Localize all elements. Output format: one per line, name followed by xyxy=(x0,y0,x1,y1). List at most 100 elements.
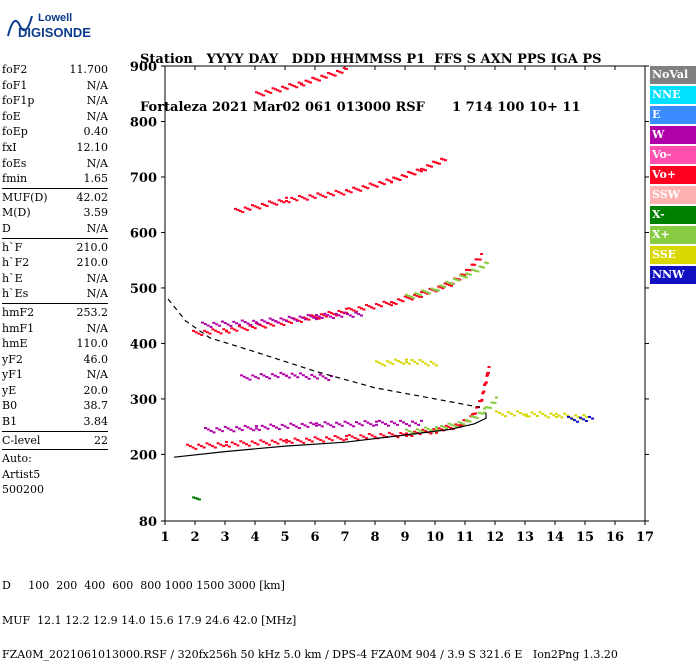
data-mark xyxy=(287,201,291,204)
data-mark xyxy=(576,416,580,419)
data-mark xyxy=(198,498,201,501)
autoscaling-code: 500200 xyxy=(2,483,44,497)
data-mark xyxy=(429,432,433,435)
data-mark xyxy=(321,194,325,197)
data-mark xyxy=(436,162,439,165)
x-tick-label: 9 xyxy=(400,530,409,545)
data-mark xyxy=(333,74,337,77)
data-mark xyxy=(348,314,352,317)
param-label: hmF2 xyxy=(2,305,35,319)
data-mark xyxy=(365,304,368,307)
data-mark xyxy=(363,420,367,423)
data-mark xyxy=(285,441,288,444)
data-mark xyxy=(541,412,545,415)
data-mark xyxy=(390,420,393,423)
data-mark xyxy=(390,304,393,307)
data-mark xyxy=(287,315,291,318)
data-mark xyxy=(194,497,197,500)
data-mark xyxy=(191,446,195,449)
data-mark xyxy=(390,181,393,184)
data-mark xyxy=(582,418,585,421)
param-label: hmE xyxy=(2,337,28,351)
x-tick-label: 2 xyxy=(190,530,199,545)
data-mark xyxy=(461,273,465,276)
data-mark xyxy=(428,287,432,290)
data-mark xyxy=(535,415,539,418)
data-mark xyxy=(218,428,222,431)
data-mark xyxy=(342,439,346,442)
data-mark xyxy=(255,322,258,325)
param-value: 12.10 xyxy=(76,140,109,154)
param-row: hmE 110.0 xyxy=(2,336,108,352)
data-mark xyxy=(295,425,298,428)
data-mark xyxy=(227,331,231,334)
digisonde-logo: Lowell DIGISONDE xyxy=(6,8,91,42)
param-label: foF1p xyxy=(2,94,35,108)
data-mark xyxy=(225,330,228,333)
data-mark xyxy=(466,273,470,276)
x-tick-label: 4 xyxy=(250,530,259,545)
data-mark xyxy=(201,321,204,324)
data-mark xyxy=(279,371,283,374)
data-mark xyxy=(293,318,297,321)
data-mark xyxy=(322,314,326,317)
data-mark xyxy=(440,425,443,428)
data-mark xyxy=(501,413,504,416)
data-mark xyxy=(460,422,463,425)
data-mark xyxy=(236,444,240,447)
data-mark xyxy=(498,411,501,414)
density-profile-dashed xyxy=(167,298,481,408)
data-mark xyxy=(335,421,338,424)
data-mark xyxy=(227,445,231,448)
data-mark xyxy=(226,323,230,326)
data-mark xyxy=(461,275,464,278)
data-mark xyxy=(329,424,333,427)
data-mark xyxy=(232,320,236,323)
data-mark xyxy=(373,184,377,187)
data-mark xyxy=(449,282,452,285)
data-mark xyxy=(220,320,224,323)
param-value: N/A xyxy=(86,78,108,92)
data-mark xyxy=(229,428,233,431)
data-mark xyxy=(428,164,431,167)
data-mark xyxy=(333,434,337,437)
data-mark xyxy=(444,159,447,162)
data-mark xyxy=(235,329,239,332)
data-mark xyxy=(331,194,335,197)
data-mark xyxy=(215,323,219,326)
data-mark xyxy=(350,435,354,438)
data-mark xyxy=(409,171,413,174)
data-mark xyxy=(459,274,462,277)
data-mark xyxy=(565,414,569,417)
data-mark xyxy=(257,428,261,431)
x-tick-label: 13 xyxy=(516,530,534,545)
data-mark xyxy=(480,398,484,401)
data-mark xyxy=(292,424,296,427)
data-mark xyxy=(455,425,458,428)
data-mark xyxy=(487,371,490,374)
data-mark xyxy=(357,422,361,425)
data-mark xyxy=(377,361,381,364)
data-mark xyxy=(453,278,456,281)
data-mark xyxy=(255,206,259,209)
data-mark xyxy=(430,165,433,168)
data-mark xyxy=(263,320,267,323)
data-mark xyxy=(367,432,371,435)
param-row: fxI 12.10 xyxy=(2,140,108,156)
data-mark xyxy=(381,421,384,424)
data-mark xyxy=(549,412,553,415)
data-mark xyxy=(295,318,298,321)
data-mark xyxy=(340,311,343,314)
data-mark xyxy=(296,376,300,379)
data-mark xyxy=(331,317,335,320)
data-mark xyxy=(285,87,289,90)
param-value: 42.02 xyxy=(76,190,109,204)
param-label: hmF1 xyxy=(2,321,35,335)
data-mark xyxy=(339,192,343,195)
data-mark xyxy=(268,377,272,380)
data-mark xyxy=(287,376,291,379)
data-mark xyxy=(406,296,410,299)
data-mark xyxy=(297,81,301,84)
data-mark xyxy=(329,193,333,196)
data-mark xyxy=(312,316,316,319)
